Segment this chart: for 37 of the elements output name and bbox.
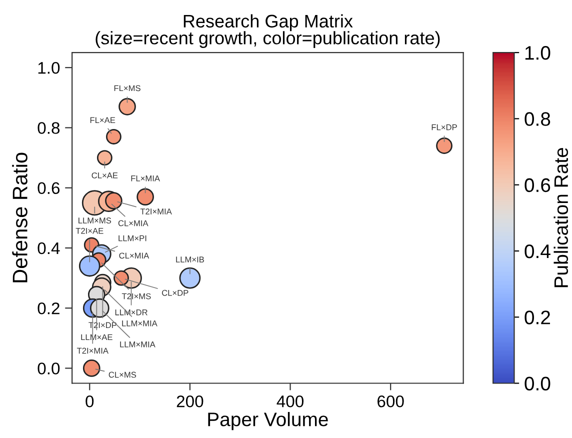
x-axis-title: Paper Volume <box>208 412 328 430</box>
annotation: LLM×MS <box>78 218 112 224</box>
annotation: FL×AE <box>90 117 116 123</box>
annotation: FL×MIA <box>131 176 160 182</box>
color-bar-label: 0.6 <box>524 178 550 192</box>
color-bar-label: 0.0 <box>524 376 550 390</box>
color-bar-label: 1.0 <box>525 46 550 60</box>
y-tick-label: 0.2 <box>38 302 60 314</box>
chart-title: Research Gap Matrix (size=recent growth, color=publication rate) <box>96 14 440 48</box>
x-tick-label: 600 <box>378 395 404 408</box>
x-tick-label: 400 <box>276 395 304 408</box>
color-bar-label: 0.4 <box>524 244 550 258</box>
y-tick-label: 1.0 <box>38 62 60 74</box>
y-axis-title: Defense Ratio <box>12 152 28 282</box>
color-bar-title: Publication Rate <box>554 148 568 288</box>
annotation: FL×MS <box>114 85 140 92</box>
y-tick-label: 0.4 <box>38 242 60 254</box>
annotation: T2I×MIA <box>76 348 108 354</box>
x-tick-label: 0 <box>86 395 94 408</box>
y-tick-label: 0.0 <box>38 362 60 374</box>
annotation: T2I×AE <box>76 228 104 234</box>
annotation: CL×DP <box>162 290 188 296</box>
annotation: LLM×MIA <box>122 320 158 326</box>
annotation: CL×MS <box>108 372 136 378</box>
x-tick-label: 200 <box>176 395 204 408</box>
annotation: T2I×MIA <box>140 208 172 214</box>
annotation: LLM×IB <box>176 256 204 262</box>
annotation: LLM×MIA <box>120 342 156 348</box>
color-bar-label: 0.2 <box>524 310 550 324</box>
annotation: FL×DP <box>432 124 457 130</box>
annotation: LLM×PI <box>118 235 146 242</box>
annotation: CL×MIA <box>119 252 150 259</box>
annotation: CL×AE <box>92 172 118 178</box>
color-bar-label: 0.8 <box>524 112 550 126</box>
y-tick-label: 0.6 <box>38 182 60 194</box>
annotation: CL×MIA <box>118 220 148 226</box>
y-tick-label: 0.8 <box>38 122 60 134</box>
